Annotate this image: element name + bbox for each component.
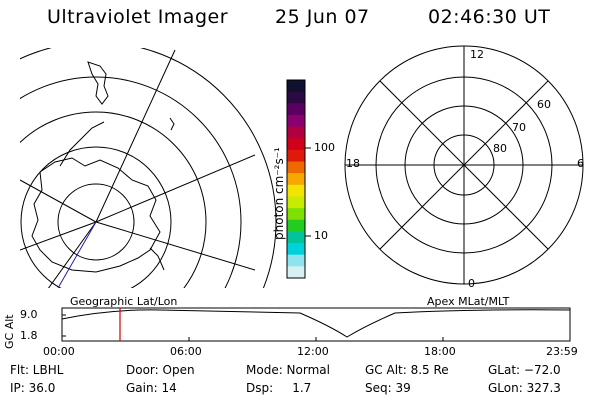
- colorbar-segment: [287, 161, 305, 174]
- x-tick-label: 06:00: [170, 345, 202, 358]
- colorbar-segment: [287, 80, 305, 93]
- antarctic-peninsula: [59, 121, 105, 167]
- colorbar-frame: [286, 79, 306, 279]
- colorbar-segment: [287, 231, 305, 244]
- mode-readout: Mode: Normal: [246, 363, 330, 377]
- colorbar-segment: [287, 266, 305, 279]
- geographic-map: [20, 48, 277, 288]
- mlat-label-60: 60: [537, 98, 551, 111]
- geo-meridian: [20, 179, 97, 223]
- mlt-label-18: 18: [346, 157, 360, 170]
- colorbar-segment: [287, 114, 305, 128]
- mlat-label-70: 70: [512, 121, 526, 134]
- colorbar-segment: [287, 149, 305, 163]
- geo-lat-circle: [20, 76, 242, 288]
- colorbar-segment: [287, 126, 305, 139]
- geo-lat-circle: [57, 183, 135, 261]
- colorbar-segment: [287, 91, 305, 104]
- colorbar-segment: [287, 208, 305, 221]
- colorbar-segment: [287, 138, 305, 151]
- instrument-title: Ultraviolet Imager: [47, 6, 229, 28]
- x-tick-label: 23:59: [546, 345, 578, 358]
- x-tick-label: 18:00: [424, 345, 456, 358]
- geo-lat-circle: [20, 111, 207, 288]
- colorbar-unit-label: photon cm⁻²s⁻¹: [272, 147, 286, 240]
- colorbar-segment: [287, 196, 305, 209]
- glon-readout: GLon: 327.3: [488, 381, 561, 395]
- apex-panel-title: Apex MLat/MLT: [427, 295, 510, 308]
- mlt-label-0: 0: [468, 277, 475, 290]
- island-coastline: [169, 117, 175, 131]
- geo-meridian: [95, 221, 256, 271]
- filter-readout: Flt: LBHL: [10, 363, 64, 377]
- geo-meridian: [95, 154, 256, 223]
- colorbar-label-10: 10: [314, 229, 328, 242]
- geo-meridian: [20, 221, 97, 251]
- geo-lat-circle: [20, 146, 172, 288]
- dsp-readout: Dsp: 1.7: [246, 381, 312, 395]
- geo-lat-circle: [20, 48, 277, 288]
- satellite-track: [57, 221, 97, 288]
- mlt-label-12: 12: [470, 48, 484, 61]
- time-label: 02:46:30 UT: [428, 6, 551, 28]
- colorbar-segment: [287, 219, 305, 233]
- apex-polar-plot: [344, 45, 584, 285]
- south-america-coastline: [87, 61, 109, 105]
- colorbar-label-100: 100: [314, 141, 335, 154]
- colorbar-segment: [287, 243, 305, 256]
- geo-panel-title: Geographic Lat/Lon: [70, 295, 178, 308]
- colorbar: [287, 80, 305, 279]
- colorbar-segment: [287, 254, 305, 267]
- gain-readout: Gain: 14: [126, 381, 177, 395]
- x-tick-label: 12:00: [297, 345, 329, 358]
- date-label: 25 Jun 07: [275, 6, 370, 28]
- colorbar-segment: [287, 103, 305, 116]
- door-readout: Door: Open: [126, 363, 195, 377]
- x-tick-label: 00:00: [43, 345, 75, 358]
- mlt-label-6: 6: [577, 157, 584, 170]
- y-tick-label-9: 9.0: [20, 308, 38, 321]
- gc-alt-readout: GC Alt: 8.5 Re: [365, 363, 449, 377]
- y-tick-label-1-8: 1.8: [20, 329, 38, 342]
- apex-meridian-diagonal: [379, 80, 549, 250]
- colorbar-segment: [287, 184, 305, 198]
- geo-meridian: [47, 221, 97, 288]
- island-coastline: [149, 247, 165, 271]
- antarctica-coastline: [31, 157, 161, 273]
- timeline-plot: [61, 307, 571, 342]
- timeline-frame: [61, 307, 571, 342]
- ip-readout: IP: 36.0: [10, 381, 56, 395]
- glat-readout: GLat: −72.0: [488, 363, 561, 377]
- gc-alt-curve: [61, 309, 571, 338]
- mlat-label-80: 80: [493, 142, 507, 155]
- seq-readout: Seq: 39: [365, 381, 411, 395]
- colorbar-segment: [287, 173, 305, 186]
- geo-meridian: [95, 49, 176, 223]
- timeline-y-axis-label: GC Alt: [3, 314, 16, 349]
